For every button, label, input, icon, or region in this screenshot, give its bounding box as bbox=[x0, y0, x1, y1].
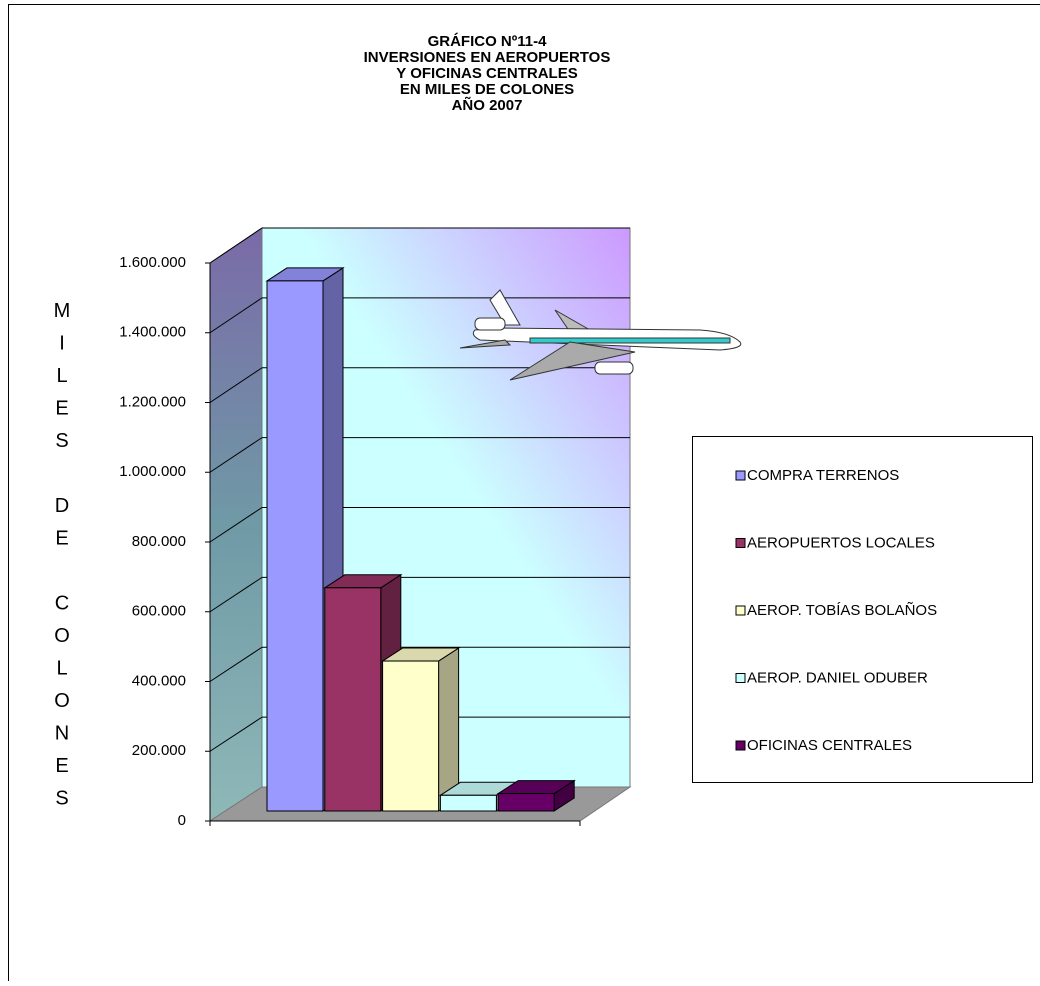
legend-label: AEROP. DANIEL ODUBER bbox=[747, 669, 928, 686]
chart-title: AÑO 2007 bbox=[452, 96, 523, 114]
y-tick-label: 800.000 bbox=[132, 533, 186, 550]
chart-title: GRÁFICO Nº11-4 bbox=[428, 33, 547, 50]
legend-swatch bbox=[736, 539, 745, 548]
legend-swatch bbox=[736, 471, 745, 480]
bar bbox=[267, 281, 323, 811]
y-tick-label: 0 bbox=[178, 812, 186, 829]
bar bbox=[440, 795, 496, 811]
y-tick-label: 1.200.000 bbox=[119, 393, 186, 410]
legend-swatch bbox=[736, 674, 745, 683]
legend-label: COMPRA TERRENOS bbox=[747, 467, 899, 484]
bar bbox=[498, 794, 554, 811]
chart-title: Y OFICINAS CENTRALES bbox=[396, 65, 577, 82]
bar bbox=[325, 588, 381, 811]
y-tick-label: 400.000 bbox=[132, 672, 186, 689]
legend-swatch bbox=[736, 741, 745, 750]
legend: COMPRA TERRENOS AEROPUERTOS LOCALES AEROP.… bbox=[693, 437, 1033, 783]
y-tick-label: 1.400.000 bbox=[119, 324, 186, 341]
chart-title: INVERSIONES EN AEROPUERTOS bbox=[364, 49, 611, 66]
legend-label: AEROP. TOBÍAS BOLAÑOS bbox=[747, 602, 937, 619]
legend-swatch bbox=[736, 606, 745, 615]
y-tick-label: 600.000 bbox=[132, 603, 186, 620]
y-tick-label: 200.000 bbox=[132, 742, 186, 759]
legend-label: AEROPUERTOS LOCALES bbox=[747, 534, 935, 551]
y-tick-label: 1.600.000 bbox=[119, 254, 186, 271]
y-tick-label: 1.000.000 bbox=[119, 463, 186, 480]
chart-title: EN MILES DE COLONES bbox=[400, 81, 574, 98]
bar bbox=[383, 661, 439, 811]
legend-label: OFICINAS CENTRALES bbox=[747, 737, 912, 754]
